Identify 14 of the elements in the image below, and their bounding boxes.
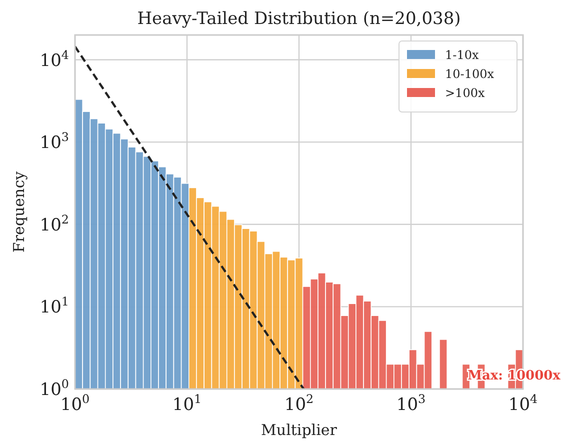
x-tick-label: 10$^{3}$ [396,392,426,415]
y-tick-label: 10$^{2}$ [40,212,69,236]
x-tick-label: 10$^{1}$ [172,392,202,415]
chart-title: Heavy-Tailed Distribution (n=20,038) [137,9,461,29]
x-tick-label: 10$^{4}$ [508,392,538,415]
legend-label: >100x [445,86,485,100]
x-axis-title: Multiplier [261,421,338,439]
y-tick-label: 10$^{1}$ [40,294,69,318]
x-tick-label: 10$^{2}$ [284,392,314,415]
legend-label: 10-100x [445,67,494,81]
y-tick-label: 10$^{3}$ [40,130,69,154]
legend-label: 1-10x [445,48,479,62]
y-tick-label: 10$^{4}$ [40,48,69,71]
y-axis-title: Frequency [10,170,28,253]
